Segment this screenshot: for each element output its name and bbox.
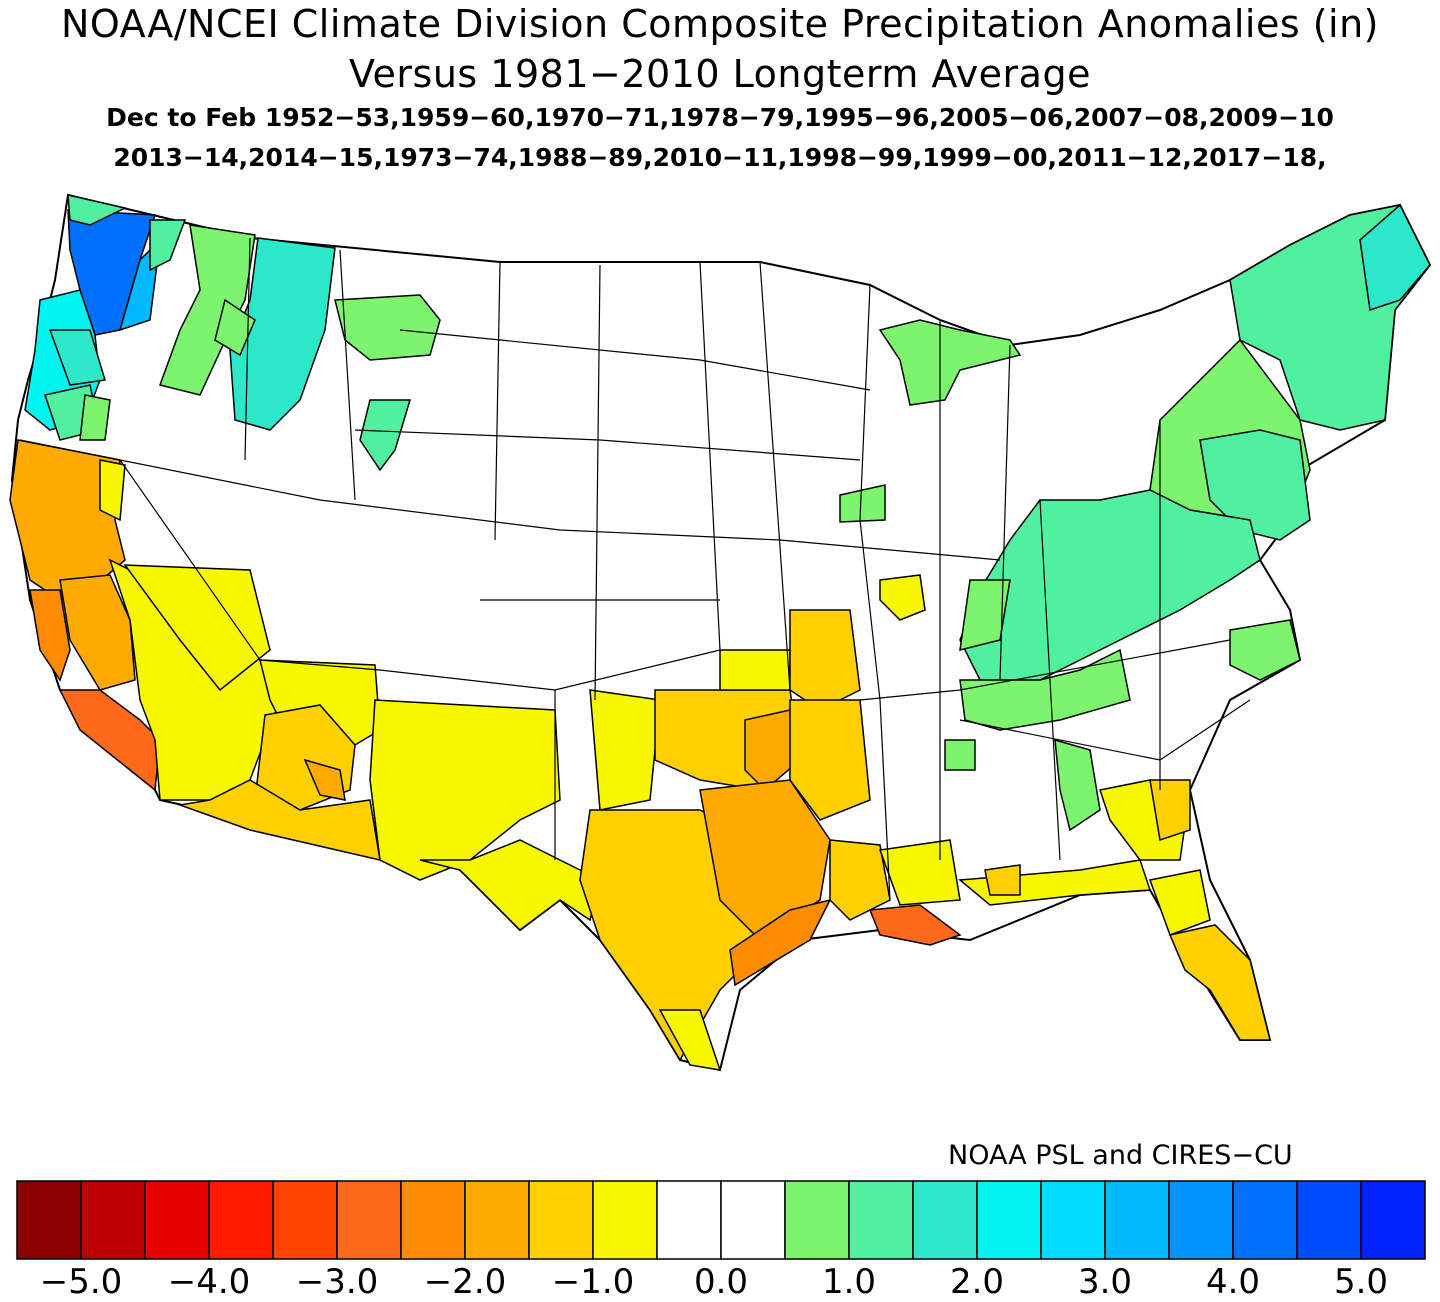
region-florida bbox=[1168, 924, 1271, 1041]
colorbar-swatch bbox=[400, 1180, 466, 1260]
region-central-valley bbox=[59, 574, 136, 691]
colorbar-swatch bbox=[720, 1180, 786, 1260]
colorbar-swatch bbox=[528, 1180, 594, 1260]
credit-text: NOAA PSL and CIRES−CU bbox=[948, 1140, 1293, 1171]
colorbar-swatch bbox=[208, 1180, 274, 1260]
colorbar-swatch bbox=[976, 1180, 1042, 1260]
colorbar-swatch bbox=[144, 1180, 210, 1260]
region-appalachian-green bbox=[959, 579, 1011, 651]
region-south-texas bbox=[658, 1009, 722, 1071]
colorbar-tick-label: −5.0 bbox=[39, 1262, 123, 1302]
colorbar-swatch bbox=[912, 1180, 978, 1260]
region-south-carolina bbox=[1149, 779, 1191, 841]
colorbar-tick-label: 0.0 bbox=[693, 1262, 749, 1302]
colorbar-swatch bbox=[1168, 1180, 1234, 1260]
composite-years-line-2: 2013−14,2014−15,1973−74,1988−89,2010−11,… bbox=[113, 143, 1327, 172]
region-mid-atlantic bbox=[1199, 429, 1311, 541]
colorbar-tick-label: 1.0 bbox=[821, 1262, 877, 1302]
region-arizona-south bbox=[177, 779, 381, 861]
region-central-california-coast bbox=[29, 589, 71, 682]
region-maine-coast bbox=[1359, 203, 1431, 311]
region-nevada-yellow-1 bbox=[99, 459, 126, 522]
map-title: NOAA/NCEI Climate Division Composite Pre… bbox=[61, 2, 1379, 46]
colorbar-tick-label: −2.0 bbox=[423, 1262, 507, 1302]
region-washington-cascade-east bbox=[149, 219, 187, 272]
region-southern-louisiana bbox=[868, 904, 962, 946]
colorbar-swatch bbox=[1232, 1180, 1298, 1260]
colorbar-swatch bbox=[272, 1180, 338, 1260]
region-north-carolina bbox=[1229, 619, 1301, 681]
region-alabama-green bbox=[944, 739, 976, 771]
region-florida-north bbox=[1148, 869, 1211, 936]
colorbar-tick-label: 5.0 bbox=[1333, 1262, 1389, 1302]
colorbar-swatch bbox=[656, 1180, 722, 1260]
colorbar-swatch bbox=[784, 1180, 850, 1260]
colorbar-swatch bbox=[848, 1180, 914, 1260]
conus-anomaly-map bbox=[9, 193, 1432, 1072]
colorbar-tick-label: −1.0 bbox=[551, 1262, 635, 1302]
region-kansas-south bbox=[719, 649, 791, 691]
region-north-idaho-green bbox=[214, 298, 256, 357]
composite-years-line-1: Dec to Feb 1952−53,1959−60,1970−71,1978−… bbox=[106, 103, 1334, 132]
region-gulf-coast-orange bbox=[984, 864, 1021, 896]
region-kansas-missouri bbox=[789, 609, 861, 711]
colorbar-swatch bbox=[16, 1180, 82, 1260]
region-arizona-rim bbox=[303, 758, 346, 801]
region-oregon-coast-2 bbox=[48, 329, 106, 386]
colorbar-swatch bbox=[1104, 1180, 1170, 1260]
region-western-wyoming bbox=[359, 399, 412, 472]
division-boundaries bbox=[19, 237, 1251, 901]
region-texas-panhandle bbox=[589, 689, 661, 811]
region-east-texas bbox=[699, 779, 831, 941]
region-oregon-green bbox=[79, 394, 111, 441]
colorbar-tick-label: 4.0 bbox=[1205, 1262, 1261, 1302]
anomaly-regions bbox=[9, 194, 1431, 1071]
map-subtitle: Versus 1981−2010 Longterm Average bbox=[349, 52, 1091, 96]
region-illinois-yellow bbox=[879, 574, 926, 621]
colorbar-tick-label: 3.0 bbox=[1077, 1262, 1133, 1302]
region-iowa-northeast bbox=[839, 484, 886, 523]
region-arkansas bbox=[789, 699, 871, 821]
colorbar-tick-label: 2.0 bbox=[949, 1262, 1005, 1302]
region-washington-north bbox=[67, 194, 128, 226]
colorbar-swatch bbox=[1296, 1180, 1362, 1260]
region-nevada-south bbox=[123, 564, 271, 692]
colorbar-tick-label: −3.0 bbox=[295, 1262, 379, 1302]
region-georgia-green bbox=[1054, 738, 1101, 832]
colorbar bbox=[16, 1180, 1426, 1260]
colorbar-swatch bbox=[464, 1180, 530, 1260]
colorbar-swatch bbox=[1360, 1180, 1426, 1260]
colorbar-swatch bbox=[592, 1180, 658, 1260]
colorbar-tick-label: −4.0 bbox=[167, 1262, 251, 1302]
colorbar-swatch bbox=[1040, 1180, 1106, 1260]
region-central-washington bbox=[159, 224, 256, 396]
colorbar-swatch bbox=[80, 1180, 146, 1260]
region-oklahoma-east bbox=[744, 709, 801, 792]
region-upper-texas-coast bbox=[729, 898, 832, 987]
colorbar-swatch bbox=[336, 1180, 402, 1260]
